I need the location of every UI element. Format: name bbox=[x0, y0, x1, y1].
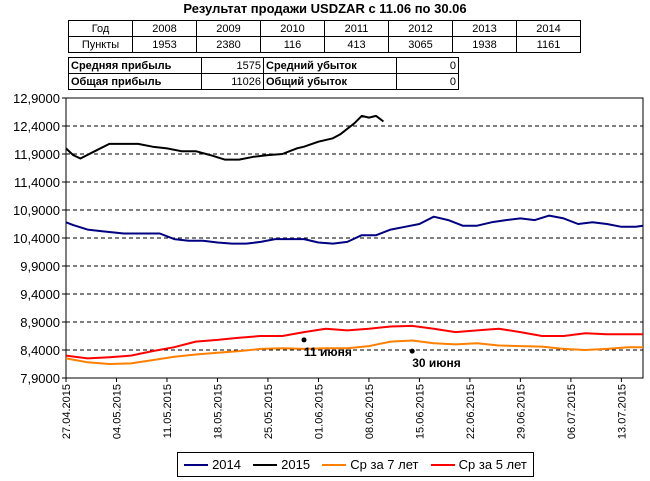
points-cell: 3065 bbox=[388, 36, 453, 53]
x-tick-label: 11.05.2015 bbox=[162, 384, 174, 438]
y-tick-label: 7,9000 bbox=[20, 371, 60, 386]
y-tick-label: 11,9000 bbox=[14, 147, 60, 162]
points-cell: 413 bbox=[324, 36, 389, 53]
chart-title: Результат продажи USDZAR с 11.06 по 30.0… bbox=[183, 1, 467, 16]
x-tick-label: 15.06.2015 bbox=[414, 384, 426, 439]
y-tick-label: 8,4000 bbox=[20, 343, 60, 358]
legend-label: 2014 bbox=[212, 457, 241, 472]
y-tick-label: 9,9000 bbox=[20, 259, 60, 274]
x-tick-label: 27.04.2015 bbox=[61, 384, 73, 439]
y-tick-label: 8,9000 bbox=[20, 315, 60, 330]
points-header-cell: Пункты bbox=[68, 36, 133, 53]
points-cell: 116 bbox=[260, 36, 325, 53]
year-cell: 2014 bbox=[516, 20, 581, 37]
total-loss-value: 0 bbox=[396, 73, 459, 90]
total-loss-label: Общий убыток bbox=[263, 73, 397, 90]
total-row: Общая прибыль 11026 Общий убыток 0 bbox=[68, 73, 459, 90]
legend-label: Ср за 7 лет bbox=[350, 457, 419, 472]
series-line-avg7 bbox=[65, 339, 643, 365]
year-cell: 2012 bbox=[388, 20, 453, 37]
series-line-s2015 bbox=[65, 114, 385, 161]
x-tick-label: 04.05.2015 bbox=[111, 384, 123, 439]
x-tick-label: 06.07.2015 bbox=[566, 384, 578, 439]
annotation-label: 11 июня bbox=[304, 345, 352, 359]
x-tick-label: 01.06.2015 bbox=[313, 384, 325, 439]
points-row: Пункты 1953 2380 116 413 3065 1938 1161 bbox=[68, 36, 581, 53]
legend-item-2015: 2015 bbox=[253, 457, 310, 472]
legend-item-avg5: Ср за 5 лет bbox=[430, 457, 527, 472]
points-cell: 1938 bbox=[452, 36, 517, 53]
x-tick-label: 08.06.2015 bbox=[364, 384, 376, 439]
years-points-table: Год 2008 2009 2010 2011 2012 2013 2014 П… bbox=[68, 20, 581, 53]
total-profit-label: Общая прибыль bbox=[68, 73, 202, 90]
x-tick-label: 22.06.2015 bbox=[465, 384, 477, 439]
y-tick-label: 12,9000 bbox=[13, 91, 60, 106]
series-line-avg5 bbox=[65, 324, 643, 360]
y-tick-label: 12,4000 bbox=[13, 119, 60, 134]
legend-swatch-2015 bbox=[253, 463, 278, 466]
y-tick-label: 11,4000 bbox=[14, 175, 60, 190]
legend-item-2014: 2014 bbox=[184, 457, 241, 472]
legend-label: 2015 bbox=[281, 457, 311, 472]
chart-legend: 2014 2015 Ср за 7 лет Ср за 5 лет bbox=[177, 452, 534, 477]
line-chart: 7,9000 8,4000 8,9000 9,4000 9,9000 10,4000 10,… bbox=[13, 91, 644, 439]
x-tick-label: 13.07.2015 bbox=[616, 384, 628, 439]
x-tick-label: 29.06.2015 bbox=[515, 384, 527, 439]
legend-swatch-avg5 bbox=[430, 463, 455, 466]
legend-label: Ср за 5 лет bbox=[458, 457, 527, 472]
legend-swatch-avg7 bbox=[322, 463, 347, 466]
x-tick-label: 18.05.2015 bbox=[212, 384, 224, 439]
legend-swatch-2014 bbox=[184, 463, 209, 466]
y-tick-label: 9,4000 bbox=[20, 287, 60, 302]
y-tick-label: 10,9000 bbox=[13, 203, 60, 218]
x-tick-label: 25.05.2015 bbox=[263, 384, 275, 439]
annotation-marker bbox=[409, 348, 415, 354]
points-cell: 1953 bbox=[132, 36, 197, 53]
year-cell: 2008 bbox=[132, 20, 197, 37]
points-cell: 2380 bbox=[196, 36, 261, 53]
avg-row: Средняя прибыль 1575 Средний убыток 0 bbox=[68, 57, 459, 74]
legend-item-avg7: Ср за 7 лет bbox=[322, 457, 418, 472]
points-cell: 1161 bbox=[516, 36, 581, 53]
annotation-label: 30 июня bbox=[412, 356, 461, 370]
y-tick-label: 10,4000 bbox=[13, 231, 60, 246]
total-profit-value: 11026 bbox=[201, 73, 264, 90]
series-line-s2014 bbox=[65, 214, 644, 245]
years-row: Год 2008 2009 2010 2011 2012 2013 2014 bbox=[68, 20, 581, 37]
annotation-marker bbox=[301, 337, 307, 343]
profit-loss-table: Средняя прибыль 1575 Средний убыток 0 Об… bbox=[68, 57, 459, 90]
